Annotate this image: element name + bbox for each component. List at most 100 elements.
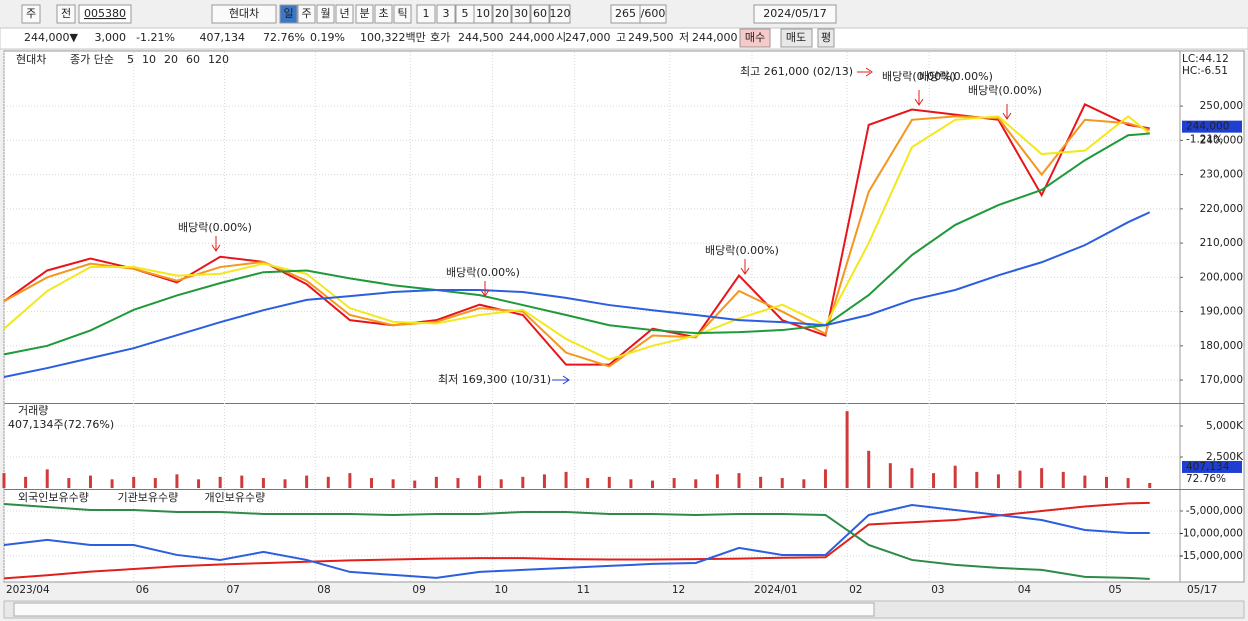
arrow — [211, 236, 221, 252]
info-field: 매수 — [745, 31, 765, 44]
toolbar-button[interactable] — [416, 4, 436, 24]
info-field: -1.21% — [136, 31, 175, 44]
y-tick-label: 240,000 — [1200, 134, 1243, 146]
toolbar-button[interactable] — [316, 4, 335, 24]
y-tick-label: 230,000 — [1200, 169, 1243, 181]
arrow — [914, 90, 924, 106]
volume-bar — [67, 478, 71, 488]
x-tick-label: 03 — [931, 584, 944, 596]
toolbar-label: 30 — [514, 7, 528, 20]
volume-bar — [1061, 471, 1065, 488]
toolbar-button[interactable] — [639, 4, 667, 24]
toolbar-label: 20 — [495, 7, 509, 20]
info-field: 249,500 — [628, 31, 674, 44]
toolbar-button[interactable] — [436, 4, 456, 24]
x-tick-label: 07 — [227, 584, 240, 596]
volume-bar — [953, 465, 957, 488]
toolbar-label: 월 — [320, 7, 330, 20]
volume-bar — [1148, 482, 1152, 488]
toolbar-button[interactable] — [511, 4, 531, 24]
last-change-label: -1.21% — [1186, 134, 1223, 146]
annotation: 최저 169,300 (10/31) — [438, 373, 551, 386]
volume-bar — [802, 479, 806, 488]
y-tick-label: 180,000 — [1200, 340, 1243, 352]
y-tick-label: -15,000,000 — [1179, 550, 1243, 562]
toolbar-button[interactable] — [78, 4, 132, 24]
toolbar-label: 주 — [301, 7, 311, 20]
series-line — [3, 115, 1151, 361]
toolbar-label: 초 — [378, 7, 388, 20]
volume-bar — [305, 475, 309, 488]
toolbar-button[interactable] — [549, 4, 571, 24]
toolbar-label: 주 — [26, 7, 36, 20]
info-field: 호가 — [430, 31, 450, 44]
arrow — [552, 375, 570, 385]
order-button[interactable] — [739, 28, 771, 48]
annotation: 배당락(0.00%) — [178, 221, 252, 234]
toolbar-button[interactable] — [492, 4, 512, 24]
volume-bar — [456, 478, 460, 488]
x-tick-label: 05 — [1109, 584, 1122, 596]
toolbar-button[interactable] — [335, 4, 354, 24]
annotation: 배당락(0.00%) — [968, 84, 1042, 97]
toolbar-button[interactable] — [393, 4, 412, 24]
toolbar-button[interactable] — [211, 4, 277, 24]
legend-title: 종가 단순 — [70, 53, 114, 66]
order-button[interactable] — [817, 28, 835, 48]
volume-bar — [153, 478, 157, 488]
arrow — [857, 67, 873, 77]
toolbar-button[interactable] — [374, 4, 393, 24]
toolbar-label: 1 — [423, 7, 430, 20]
volume-bar — [24, 476, 28, 488]
volume-bar — [823, 469, 827, 488]
toolbar-label: 10 — [476, 7, 490, 20]
axis-frame — [1179, 50, 1245, 583]
volume-bar — [261, 478, 265, 488]
info-field: 244,000 — [509, 31, 555, 44]
last-volume-label: 407,134 — [1186, 461, 1230, 473]
toolbar-button[interactable] — [279, 4, 298, 24]
volume-bar — [478, 475, 482, 488]
volume-bar — [2, 473, 6, 488]
volume-bar — [607, 476, 611, 488]
x-tick-label: 08 — [317, 584, 330, 596]
toolbar-button[interactable] — [297, 4, 316, 24]
x-tick-label: 12 — [672, 584, 685, 596]
volume-bar — [1083, 475, 1087, 488]
volume-bar — [110, 479, 114, 488]
volume-bar — [175, 474, 179, 488]
volume-bar — [715, 474, 719, 488]
toolbar-label: 2024/05/17 — [763, 7, 826, 20]
volume-bar — [521, 476, 525, 488]
toolbar-label: 현대차 — [229, 7, 259, 20]
info-field: 100,322백만 — [360, 31, 426, 44]
scroll-thumb[interactable] — [13, 602, 875, 617]
toolbar-button[interactable] — [21, 4, 41, 24]
toolbar-button[interactable] — [473, 4, 493, 24]
order-button[interactable] — [780, 28, 813, 48]
last-price-box — [1182, 120, 1242, 133]
toolbar-button[interactable] — [355, 4, 374, 24]
y-tick-label: 2,500K — [1206, 451, 1244, 463]
toolbar-button[interactable] — [530, 4, 550, 24]
legend-entry: 외국인보유수량 — [18, 491, 89, 504]
volume-bar — [197, 479, 201, 488]
x-tick-label: 11 — [577, 584, 590, 596]
legend-entry: 60 — [186, 53, 200, 66]
series-line — [3, 501, 1150, 580]
toolbar-button[interactable] — [753, 4, 837, 24]
volume-bar — [672, 478, 676, 488]
volume-bar — [780, 478, 784, 488]
legend-entry: 기관보유수량 — [118, 491, 179, 504]
info-field: 72.76% — [263, 31, 305, 44]
toolbar-button[interactable] — [56, 4, 76, 24]
y-tick-label: 250,000 — [1200, 100, 1243, 112]
x-end-label: 05/17 — [1187, 584, 1217, 596]
volume-bar — [586, 478, 590, 488]
volume-bar — [88, 475, 92, 488]
volume-bar — [542, 474, 546, 488]
info-field: 평 — [821, 31, 831, 44]
toolbar-label: 전 — [61, 7, 71, 20]
y-tick-label: 170,000 — [1200, 374, 1243, 386]
legend-entry: 20 — [164, 53, 178, 66]
